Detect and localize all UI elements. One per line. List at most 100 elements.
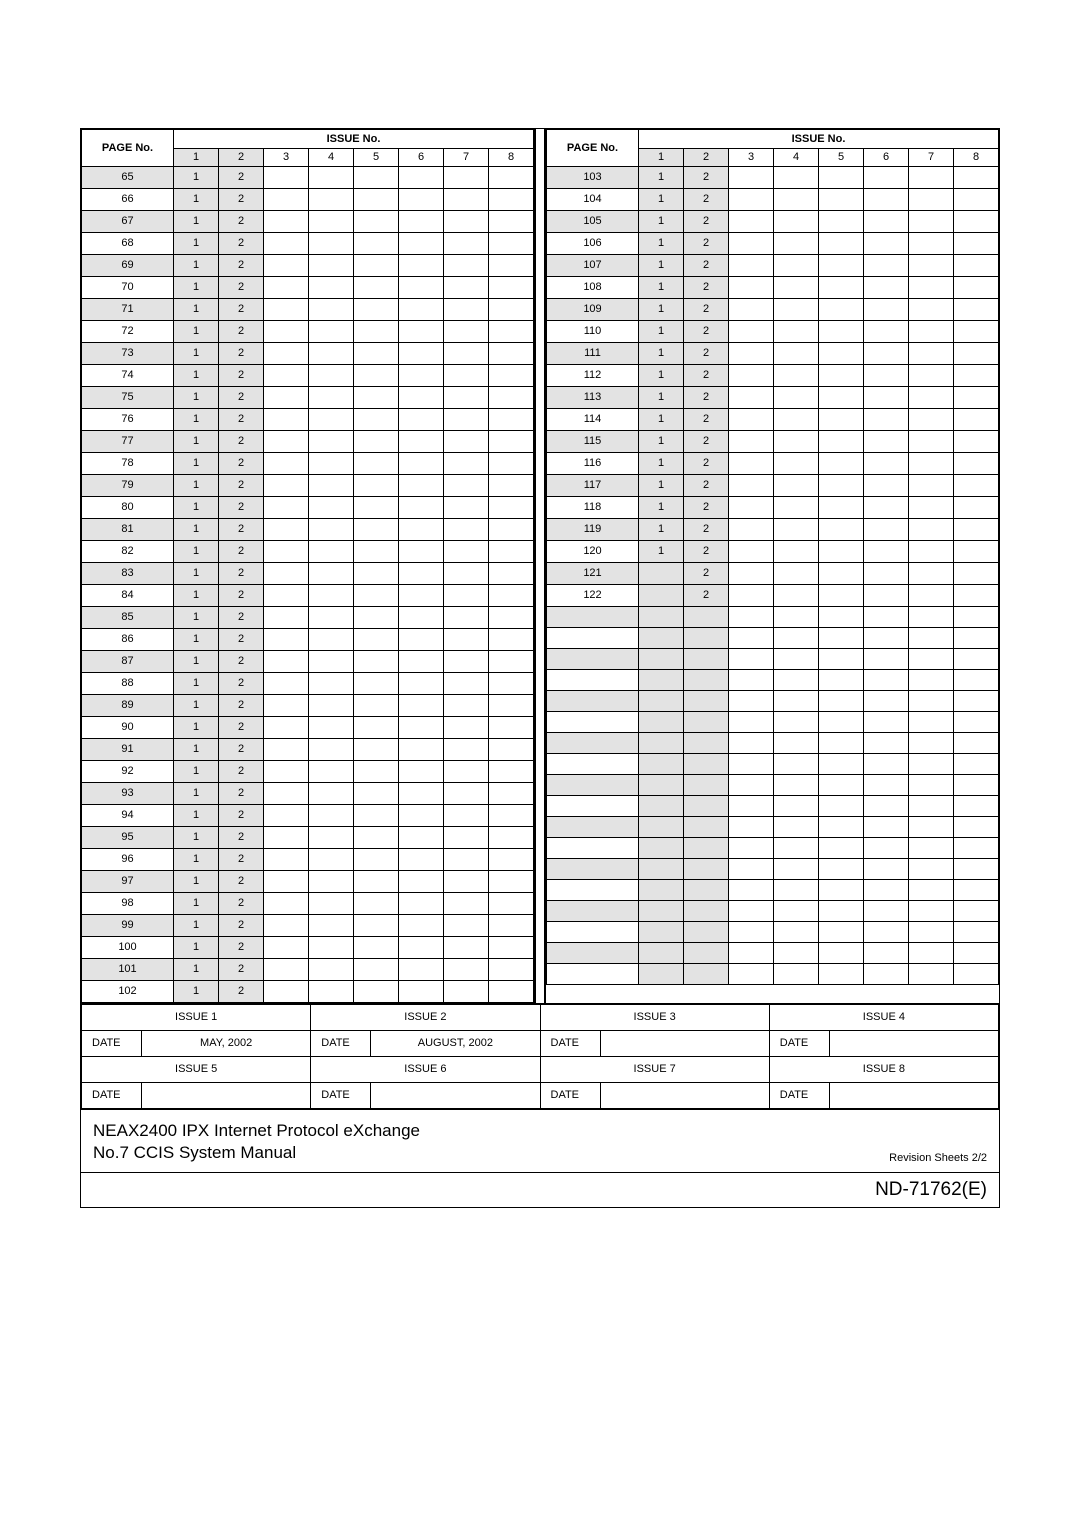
- cell-issue: [264, 409, 309, 431]
- cell-issue: [954, 754, 999, 775]
- cell-issue: [399, 255, 444, 277]
- issue-date-section: ISSUE 1 ISSUE 2 ISSUE 3 ISSUE 4 DATE MAY…: [81, 1003, 999, 1109]
- cell-page-no: 97: [82, 871, 174, 893]
- cell-issue: [774, 189, 819, 211]
- cell-issue: [489, 387, 534, 409]
- table-row: 8112: [82, 519, 534, 541]
- cell-issue: [864, 189, 909, 211]
- cell-issue: 2: [219, 189, 264, 211]
- cell-issue: [639, 607, 684, 628]
- cell-issue: [774, 712, 819, 733]
- th-issue-col: 2: [684, 149, 729, 167]
- cell-issue: [639, 754, 684, 775]
- cell-issue: [444, 893, 489, 915]
- cell-issue: 2: [219, 717, 264, 739]
- cell-issue: [399, 497, 444, 519]
- cell-issue: [774, 838, 819, 859]
- cell-issue: [444, 761, 489, 783]
- cell-issue: [489, 915, 534, 937]
- cell-issue: 1: [174, 563, 219, 585]
- cell-issue: [264, 167, 309, 189]
- cell-issue: 2: [219, 343, 264, 365]
- cell-issue: [954, 964, 999, 985]
- cell-issue: [489, 189, 534, 211]
- cell-issue: [264, 387, 309, 409]
- right-table: PAGE No. ISSUE No. 12345678 103121041210…: [546, 129, 999, 985]
- cell-issue: [264, 893, 309, 915]
- cell-issue: 1: [174, 761, 219, 783]
- cell-page-no: 99: [82, 915, 174, 937]
- cell-issue: 2: [219, 959, 264, 981]
- cell-issue: [774, 431, 819, 453]
- cell-issue: 1: [174, 695, 219, 717]
- cell-issue: 1: [174, 585, 219, 607]
- cell-issue: [489, 805, 534, 827]
- cell-issue: [729, 585, 774, 607]
- cell-issue: [489, 871, 534, 893]
- cell-issue: [399, 475, 444, 497]
- cell-issue: [729, 475, 774, 497]
- cell-issue: [399, 453, 444, 475]
- cell-issue: [684, 943, 729, 964]
- cell-issue: [819, 475, 864, 497]
- cell-issue: [354, 915, 399, 937]
- cell-issue: [774, 497, 819, 519]
- cell-issue: [954, 817, 999, 838]
- cell-issue: 2: [219, 431, 264, 453]
- cell-issue: [774, 901, 819, 922]
- cell-page-no: 94: [82, 805, 174, 827]
- cell-issue: 1: [174, 387, 219, 409]
- cell-issue: 1: [639, 387, 684, 409]
- cell-page-no: 74: [82, 365, 174, 387]
- cell-issue: [864, 922, 909, 943]
- cell-issue: [489, 761, 534, 783]
- cell-issue: [264, 695, 309, 717]
- cell-issue: [399, 783, 444, 805]
- cell-issue: [819, 691, 864, 712]
- date-value-8: [829, 1083, 998, 1109]
- cell-issue: [444, 365, 489, 387]
- cell-issue: [489, 321, 534, 343]
- cell-issue: [774, 255, 819, 277]
- cell-issue: [264, 475, 309, 497]
- cell-issue: [309, 431, 354, 453]
- cell-issue: [729, 796, 774, 817]
- cell-page-no: [547, 691, 639, 712]
- cell-issue: [264, 761, 309, 783]
- cell-issue: [399, 409, 444, 431]
- issue-5-label: ISSUE 5: [82, 1057, 311, 1083]
- cell-issue: [264, 651, 309, 673]
- cell-issue: [489, 497, 534, 519]
- cell-issue: [489, 607, 534, 629]
- table-row: [547, 754, 999, 775]
- cell-issue: [354, 277, 399, 299]
- cell-page-no: 115: [547, 431, 639, 453]
- cell-issue: [264, 211, 309, 233]
- cell-issue: [309, 783, 354, 805]
- cell-issue: 1: [174, 783, 219, 805]
- cell-issue: [954, 497, 999, 519]
- table-row: 7212: [82, 321, 534, 343]
- th-issue-col: 3: [264, 149, 309, 167]
- cell-issue: [774, 880, 819, 901]
- cell-issue: [819, 233, 864, 255]
- cell-issue: [864, 475, 909, 497]
- cell-issue: [639, 922, 684, 943]
- cell-issue: [774, 299, 819, 321]
- cell-issue: [639, 712, 684, 733]
- cell-issue: [954, 365, 999, 387]
- cell-issue: [774, 233, 819, 255]
- cell-issue: [819, 321, 864, 343]
- table-row: 9912: [82, 915, 534, 937]
- cell-issue: [954, 541, 999, 563]
- cell-issue: [444, 695, 489, 717]
- cell-issue: [819, 775, 864, 796]
- cell-issue: [684, 796, 729, 817]
- cell-page-no: 100: [82, 937, 174, 959]
- cell-issue: 1: [639, 277, 684, 299]
- cell-issue: 1: [174, 475, 219, 497]
- cell-issue: 2: [219, 321, 264, 343]
- cell-issue: 2: [684, 453, 729, 475]
- cell-issue: [354, 563, 399, 585]
- cell-issue: 1: [174, 959, 219, 981]
